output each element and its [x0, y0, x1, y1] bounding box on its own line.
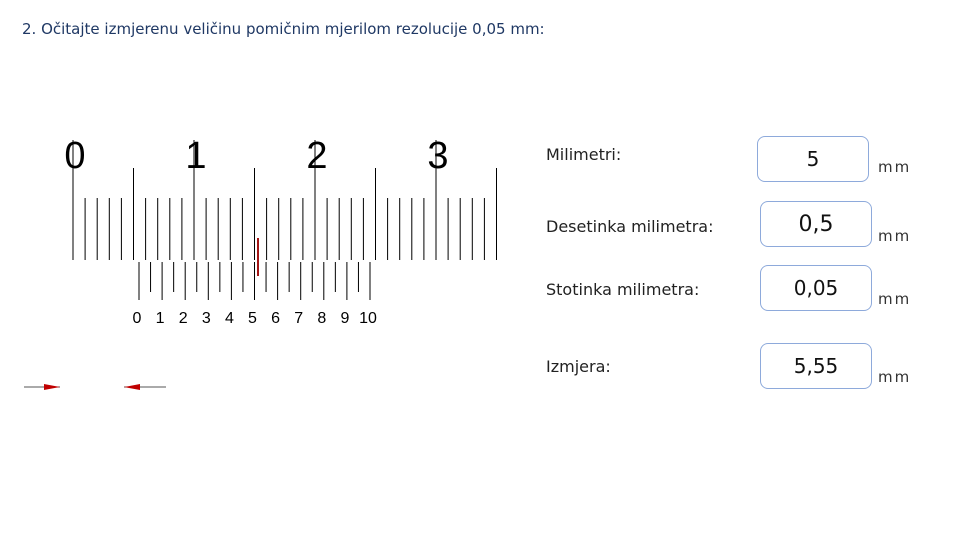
vernier-scale-label: 7 [294, 310, 303, 327]
vernier-scale-label: 5 [248, 310, 257, 327]
question-title: 2. Očitajte izmjerenu veličinu pomičnim … [22, 20, 545, 38]
vernier-scale-label: 4 [225, 310, 234, 327]
value-box-desetinka[interactable]: 0,5 [760, 201, 872, 247]
right-arrow-indicator [124, 384, 166, 390]
vernier-scale-label: 3 [202, 310, 211, 327]
main-scale-label: 0 [64, 135, 85, 177]
vernier-scale-label: 2 [179, 310, 188, 327]
row-label-desetinka: Desetinka milimetra: [546, 217, 714, 236]
vernier-scale-label: 8 [317, 310, 326, 327]
value-box-izmjera[interactable]: 5,55 [760, 343, 872, 389]
vernier-scale-label: 1 [156, 310, 165, 327]
unit-milimetri: mm [878, 158, 912, 176]
unit-desetinka: mm [878, 227, 912, 245]
row-label-stotinka: Stotinka milimetra: [546, 280, 700, 299]
value-box-milimetri[interactable]: 5 [757, 136, 869, 182]
vernier-scale-label: 6 [271, 310, 280, 327]
vernier-scale-label: 0 [133, 310, 142, 327]
unit-izmjera: mm [878, 368, 912, 386]
row-label-izmjera: Izmjera: [546, 357, 611, 376]
vernier-scale-labels: 0 1 2 3 4 5 6 7 8 9 10 [133, 310, 377, 327]
unit-stotinka: mm [878, 290, 912, 308]
main-scale-label: 1 [185, 135, 206, 177]
row-label-milimetri: Milimetri: [546, 145, 622, 164]
main-scale-labels: 0 1 2 3 [64, 135, 448, 177]
main-scale-ticks [72, 140, 497, 260]
main-scale-label: 3 [427, 135, 448, 177]
main-scale-label: 2 [306, 135, 327, 177]
value-box-stotinka[interactable]: 0,05 [760, 265, 872, 311]
left-arrow-indicator [24, 384, 60, 390]
vernier-scale-label: 10 [359, 310, 377, 327]
vernier-scale-ticks [138, 262, 371, 300]
vernier-scale-label: 9 [340, 310, 349, 327]
